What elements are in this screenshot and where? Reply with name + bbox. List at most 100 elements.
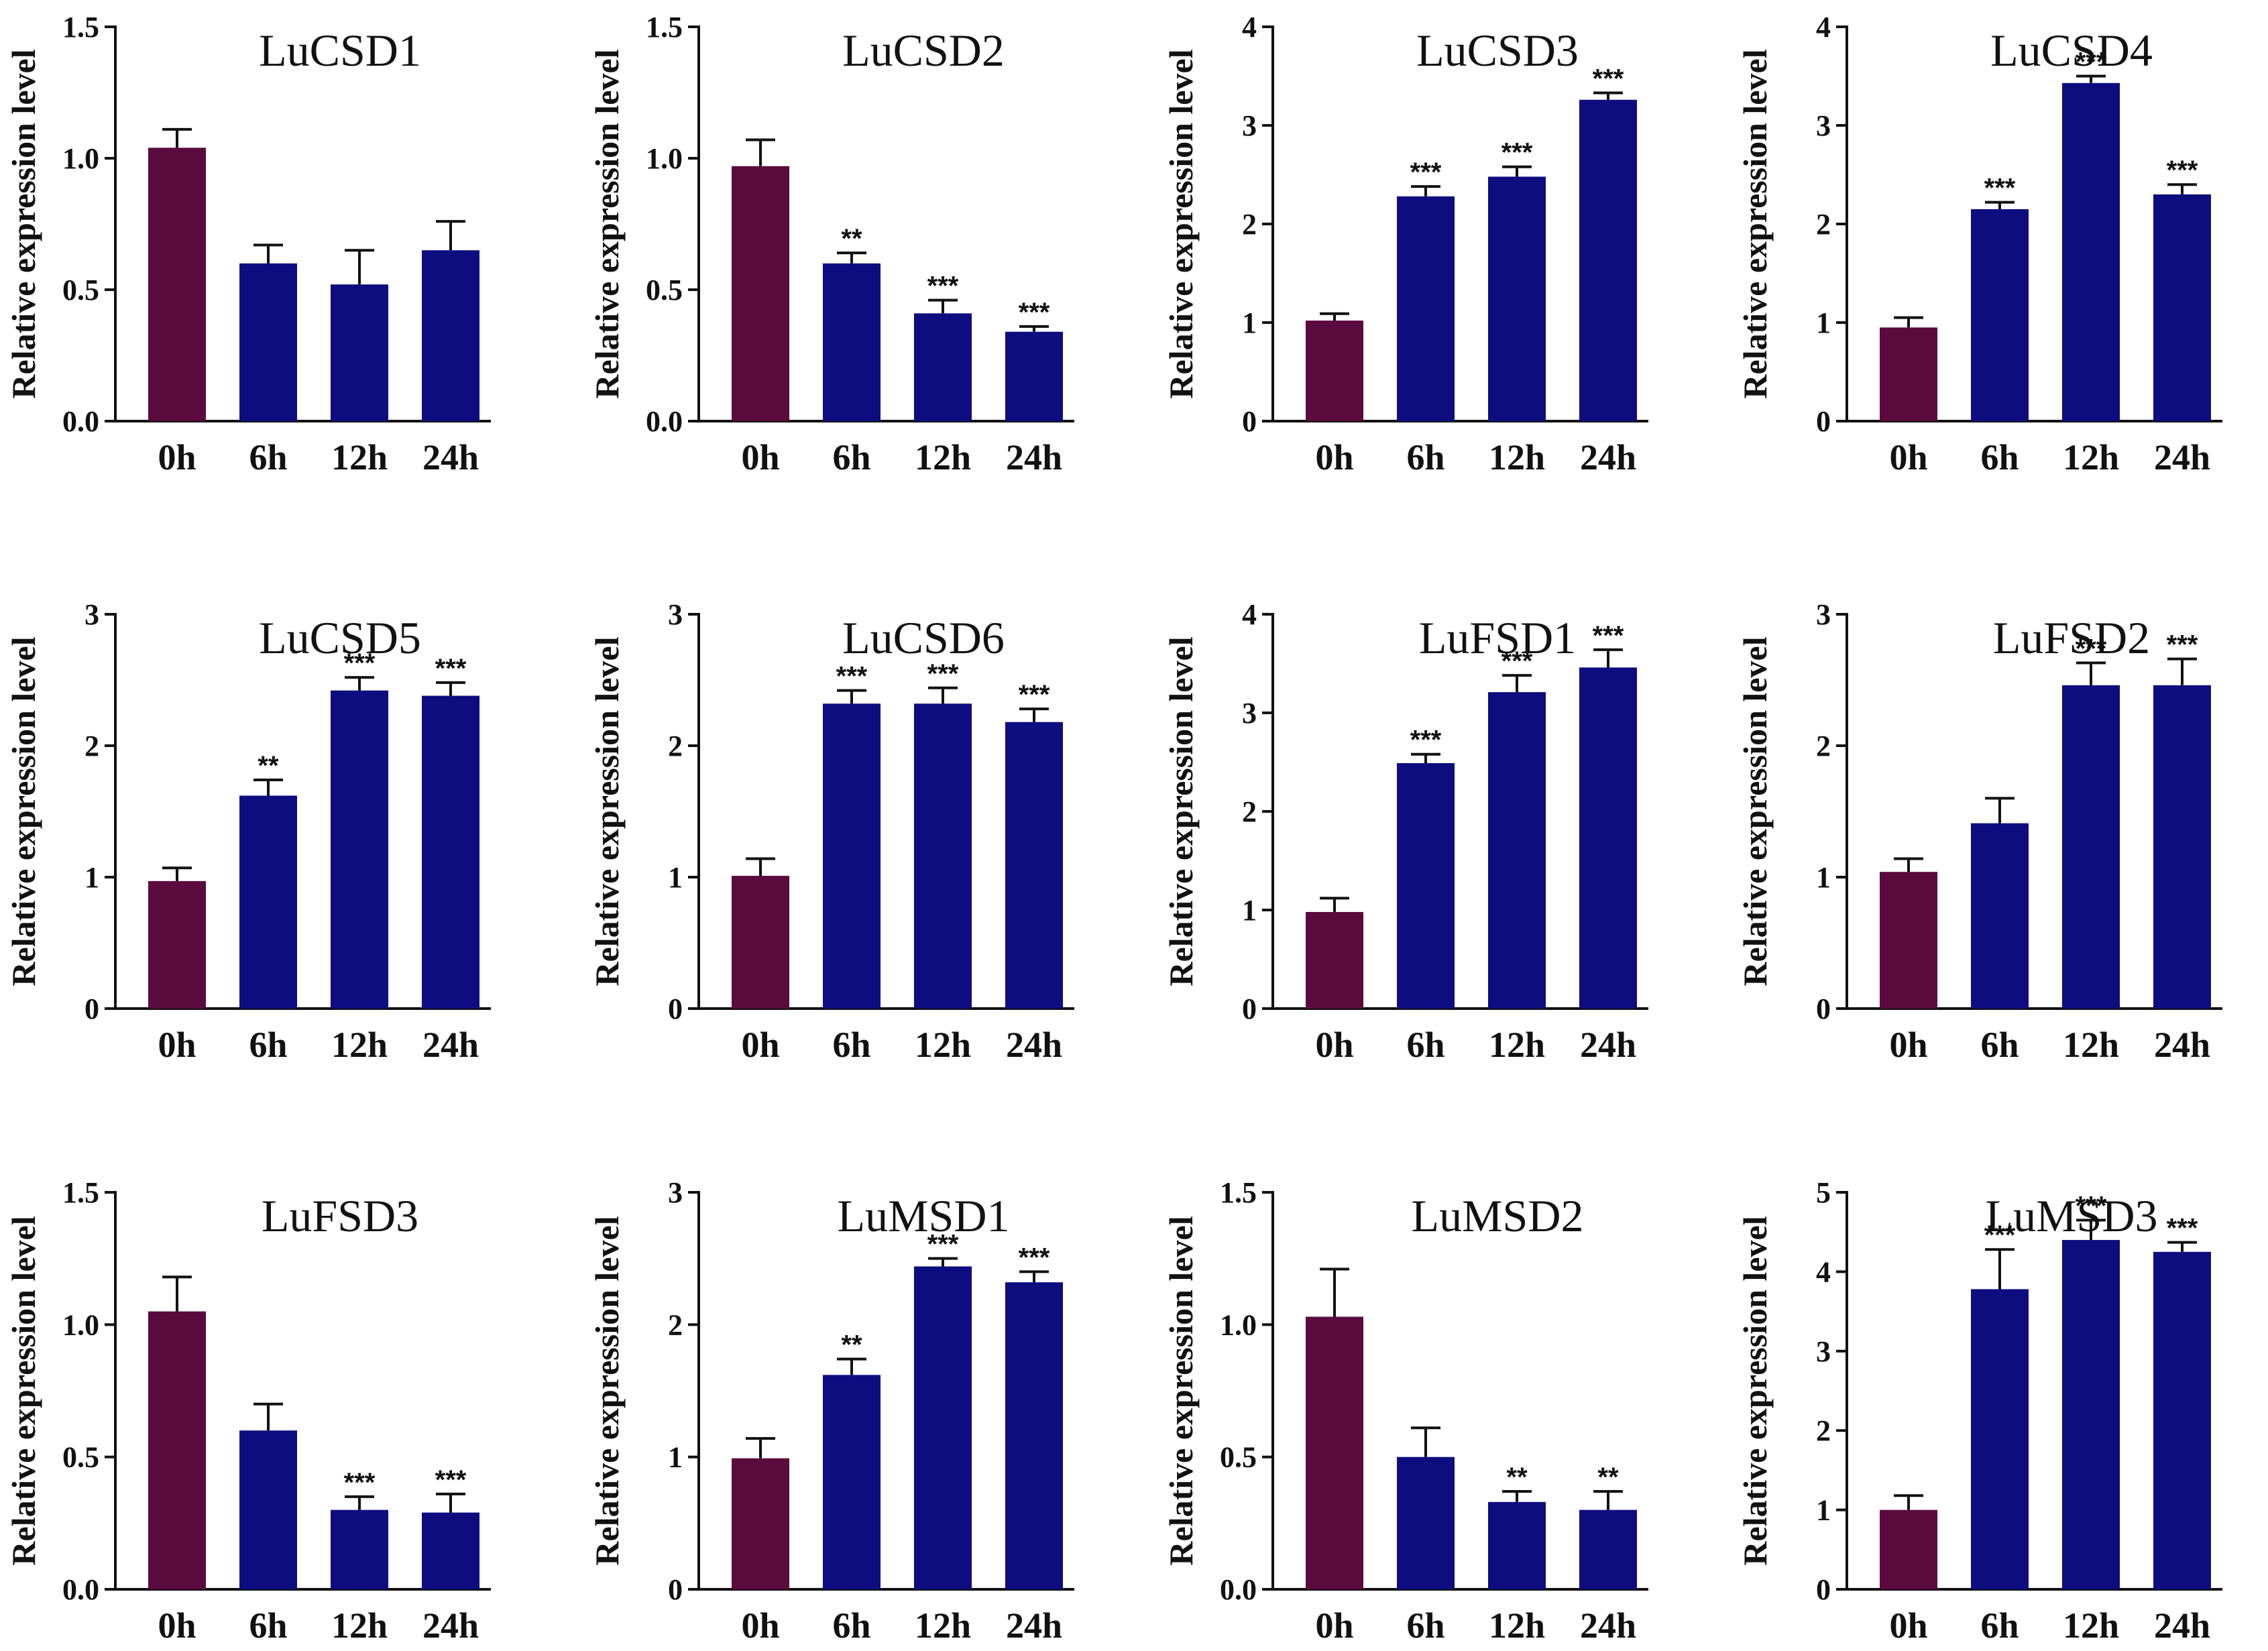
significance-label: *** [1593, 621, 1624, 650]
y-axis-label: Relative expression level [5, 49, 42, 398]
bar-24h [1579, 1510, 1637, 1589]
x-tick-label: 0h [1889, 437, 1927, 477]
y-axis-label: Relative expression level [1736, 636, 1774, 986]
bar-6h [1397, 762, 1455, 1009]
significance-label: ** [1597, 1463, 1619, 1492]
x-tick-label: 0h [1315, 1025, 1353, 1065]
panel-lufsd2: LuFSD2 Relative expression level 0 1 2 3 0h 6h *… [1736, 598, 2222, 1065]
x-tick-label: 12h [331, 437, 388, 477]
x-tick-label: 12h [331, 1025, 388, 1065]
x-tick-label: 12h [915, 437, 971, 477]
y-axis-label: Relative expression level [1162, 1216, 1200, 1565]
bar-12h [914, 703, 972, 1009]
y-tick-label: 2 [1242, 208, 1257, 241]
y-axis-label: Relative expression level [1162, 636, 1200, 986]
bar-0h [1880, 327, 1937, 421]
significance-label: *** [2167, 156, 2198, 185]
x-tick-label: 6h [249, 437, 287, 477]
x-tick-label: 24h [2154, 1025, 2210, 1065]
bar-0h [732, 876, 789, 1009]
significance-label: *** [2167, 630, 2198, 660]
significance-label: *** [1984, 174, 2016, 203]
bar-12h [331, 1510, 388, 1589]
panel-title: LuCSD2 [842, 25, 1005, 76]
significance-label: *** [927, 1230, 959, 1259]
bar-12h [331, 284, 388, 421]
bar-6h [1397, 196, 1455, 421]
significance-label: *** [1019, 298, 1050, 327]
panel-title: LuFSD2 [1993, 612, 2150, 663]
panel-lucsd1: LuCSD1 Relative expression level 0.0 0.5 1.0… [5, 11, 491, 477]
x-tick-label: 12h [1489, 437, 1545, 477]
y-tick-label: 0 [1816, 1573, 1831, 1606]
panel-lufsd1: LuFSD1 Relative expression level 0 1 2 3 4 0h **… [1162, 598, 1648, 1065]
significance-label: *** [1501, 646, 1533, 676]
y-tick-label: 1.5 [62, 1176, 99, 1209]
y-axis-label: Relative expression level [588, 49, 626, 398]
x-tick-label: 0h [158, 1605, 196, 1646]
panel-title: LuFSD1 [1419, 612, 1576, 663]
panel-lucsd2: LuCSD2 Relative expression level 0.0 0.5 1.0… [588, 11, 1074, 477]
x-tick-label: 12h [1489, 1025, 1545, 1065]
bar-0h [1306, 1316, 1363, 1589]
y-tick-label: 3 [668, 598, 683, 631]
panel-title: LuCSD5 [259, 612, 421, 663]
x-tick-label: 24h [1006, 1025, 1062, 1065]
bar-12h [1488, 692, 1546, 1009]
y-tick-label: 1 [84, 861, 99, 894]
x-tick-label: 0h [1889, 1605, 1927, 1646]
y-tick-label: 1 [668, 1441, 683, 1474]
x-tick-label: 6h [1980, 437, 2019, 477]
significance-label: *** [2076, 1191, 2107, 1220]
y-tick-label: 3 [1816, 1335, 1831, 1368]
significance-label: ** [841, 224, 862, 253]
significance-label: *** [344, 1468, 376, 1497]
bar-0h [1880, 872, 1937, 1009]
bar-12h [331, 690, 388, 1009]
significance-label: *** [1410, 726, 1442, 755]
x-tick-label: 24h [1580, 1025, 1636, 1065]
x-tick-label: 12h [2063, 1025, 2119, 1065]
significance-label: *** [1019, 1243, 1050, 1272]
significance-label: *** [344, 648, 376, 678]
bar-6h [239, 1430, 297, 1589]
bar-12h [914, 313, 972, 421]
x-tick-label: 0h [158, 437, 196, 477]
y-tick-label: 2 [1816, 208, 1831, 241]
y-tick-label: 0.0 [62, 1573, 99, 1606]
bar-24h [1005, 722, 1063, 1009]
x-tick-label: 0h [741, 437, 779, 477]
x-tick-label: 6h [1980, 1025, 2019, 1065]
y-tick-label: 3 [1816, 598, 1831, 631]
bar-24h [1579, 667, 1637, 1009]
y-tick-label: 3 [1242, 697, 1257, 730]
bar-6h [823, 703, 881, 1009]
x-tick-label: 0h [1889, 1025, 1927, 1065]
x-tick-label: 12h [2063, 1605, 2119, 1646]
y-tick-label: 0 [668, 1573, 683, 1606]
x-tick-label: 6h [832, 1605, 870, 1646]
y-axis-label: Relative expression level [1736, 49, 1774, 398]
y-tick-label: 1 [1242, 894, 1257, 927]
y-tick-label: 2 [84, 730, 99, 762]
panel-title: LuCSD1 [259, 25, 421, 76]
panel-lumsd3: LuMSD3 Relative expression level 0 1 2 3 4 5 0h *… [1736, 1176, 2222, 1646]
y-axis-label: Relative expression level [588, 1216, 626, 1565]
y-tick-label: 1.0 [1220, 1308, 1257, 1341]
y-axis-label: Relative expression level [1162, 49, 1200, 398]
x-tick-label: 12h [915, 1025, 971, 1065]
bar-0h [732, 1458, 789, 1589]
bar-12h [914, 1266, 972, 1589]
x-tick-label: 12h [331, 1605, 388, 1646]
bar-6h [239, 263, 297, 421]
x-tick-label: 12h [1489, 1605, 1545, 1646]
panel-lumsd1: LuMSD1 Relative expression level 0 1 2 3 0h ** 6… [588, 1176, 1074, 1646]
y-tick-label: 1 [1242, 306, 1257, 339]
significance-label: *** [836, 662, 868, 691]
y-tick-label: 1.5 [1220, 1176, 1257, 1209]
significance-label: ** [841, 1330, 862, 1360]
x-tick-label: 24h [1006, 437, 1062, 477]
bar-24h [422, 250, 479, 421]
y-tick-label: 1 [1816, 306, 1831, 339]
